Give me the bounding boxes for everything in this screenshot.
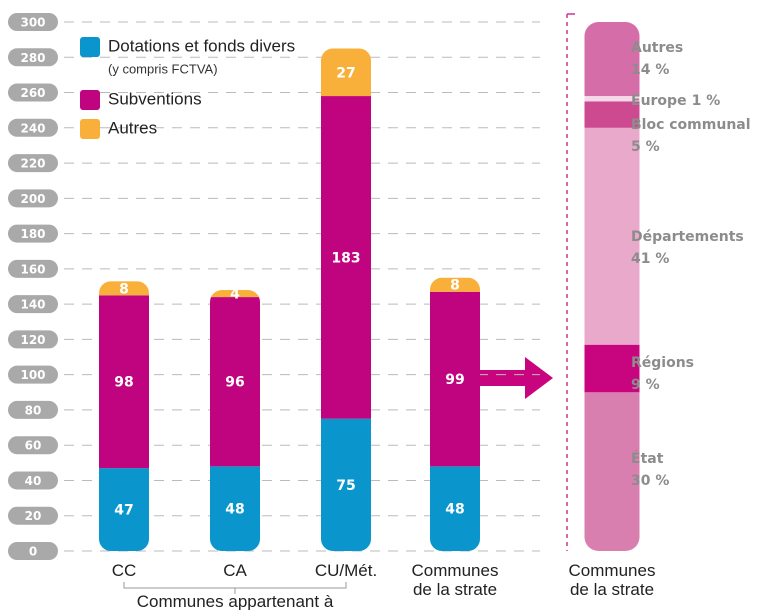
y-tick-pill bbox=[8, 189, 58, 208]
bar-stack bbox=[430, 277, 480, 551]
x-tick-label: CA bbox=[223, 561, 247, 580]
bar-segment bbox=[210, 466, 260, 551]
y-tick-label: 40 bbox=[25, 474, 42, 488]
y-tick-label: 80 bbox=[25, 403, 42, 417]
y-tick-pill bbox=[8, 224, 58, 243]
y-tick-pill bbox=[8, 471, 58, 490]
bar-segment bbox=[210, 290, 260, 298]
segment-name: Europe bbox=[631, 93, 687, 109]
y-tick-pill bbox=[8, 295, 58, 314]
group-bracket bbox=[123, 582, 347, 594]
y-tick-label: 60 bbox=[25, 439, 42, 453]
y-tick-pill bbox=[8, 365, 58, 384]
legend-swatch bbox=[80, 90, 100, 110]
y-tick-label: 200 bbox=[20, 192, 45, 206]
legend-label: Subventions bbox=[108, 89, 202, 108]
value-label: 4 bbox=[230, 287, 240, 303]
x-tick-label: Communes de la strate bbox=[568, 561, 656, 599]
legend-label: Dotations et fonds divers bbox=[108, 36, 295, 55]
y-tick-label: 180 bbox=[20, 227, 45, 241]
bar-segment bbox=[584, 127, 640, 345]
legend-swatch bbox=[80, 37, 100, 57]
segment-value-label: 14 % bbox=[631, 62, 669, 78]
y-tick-pill bbox=[8, 542, 58, 560]
x-tick-label: CC bbox=[111, 561, 137, 580]
value-label: 8 bbox=[450, 278, 460, 294]
value-label: 183 bbox=[331, 250, 360, 266]
y-tick-label: 120 bbox=[20, 333, 45, 347]
bar-segment bbox=[99, 468, 149, 551]
y-tick-pill bbox=[8, 118, 58, 137]
segment-name: Régions bbox=[631, 355, 694, 371]
bar-segment bbox=[584, 22, 640, 97]
y-tick-pill bbox=[8, 330, 58, 349]
value-label: 47 bbox=[114, 503, 133, 519]
y-tick-label: 0 bbox=[29, 545, 37, 559]
y-tick-pill bbox=[8, 83, 58, 102]
bar-segment bbox=[584, 392, 640, 551]
y-tick-label: 260 bbox=[20, 86, 45, 100]
bar-segment bbox=[584, 101, 640, 128]
segment-value-label: 1 % bbox=[692, 93, 721, 109]
value-label: 48 bbox=[445, 502, 464, 518]
value-label: 48 bbox=[225, 502, 244, 518]
segment-value-label: 5 % bbox=[631, 139, 660, 155]
value-label: 98 bbox=[114, 375, 133, 391]
value-label: 75 bbox=[336, 478, 355, 494]
y-tick-label: 300 bbox=[20, 16, 45, 30]
segment-name: Départements bbox=[631, 229, 744, 245]
segment-name: État bbox=[631, 450, 664, 467]
bar-segment bbox=[430, 277, 480, 292]
segment-name: Autres bbox=[631, 40, 683, 56]
y-tick-label: 20 bbox=[25, 509, 42, 523]
segment-name: Bloc communal bbox=[631, 117, 751, 133]
value-label: 99 bbox=[445, 372, 464, 388]
bar-stack bbox=[584, 22, 640, 551]
y-tick-pill bbox=[8, 400, 58, 419]
bar-stack bbox=[321, 48, 371, 551]
bar-segment bbox=[584, 96, 640, 102]
legend-label: Autres bbox=[108, 118, 157, 137]
bar-segment bbox=[430, 466, 480, 551]
segment-value-label: 9 % bbox=[631, 377, 660, 393]
category-group-label: Communes appartenant à bbox=[136, 592, 334, 610]
bar-segment bbox=[99, 295, 149, 469]
bar-segment bbox=[99, 281, 149, 296]
legend-note: (y compris FCTVA) bbox=[108, 61, 218, 76]
y-tick-pill bbox=[8, 259, 58, 278]
value-label: 27 bbox=[336, 65, 355, 81]
x-tick-label: Communes de la strate bbox=[411, 561, 499, 599]
bar-stack bbox=[210, 290, 260, 551]
y-tick-pill bbox=[8, 154, 58, 173]
bar-segment bbox=[584, 344, 640, 393]
value-label: 8 bbox=[119, 281, 129, 297]
y-tick-label: 220 bbox=[20, 157, 45, 171]
bar-segment bbox=[321, 96, 371, 419]
y-tick-label: 140 bbox=[20, 298, 45, 312]
bar-segment bbox=[210, 297, 260, 467]
x-tick-label: CU/Mét. bbox=[314, 561, 378, 580]
y-tick-pill bbox=[8, 506, 58, 525]
arrow bbox=[480, 357, 553, 399]
value-label: 96 bbox=[225, 375, 244, 391]
y-tick-label: 100 bbox=[20, 368, 45, 382]
segment-value-label: 30 % bbox=[631, 473, 669, 489]
y-tick-label: 280 bbox=[20, 51, 45, 65]
y-tick-pill bbox=[8, 48, 58, 67]
y-tick-label: 160 bbox=[20, 262, 45, 276]
legend-swatch bbox=[80, 119, 100, 139]
bar-segment bbox=[430, 291, 480, 467]
bar-segment bbox=[321, 48, 371, 97]
y-tick-pill bbox=[8, 436, 58, 455]
bar-segment bbox=[321, 418, 371, 551]
y-tick-label: 240 bbox=[20, 121, 45, 135]
segment-value-label: 41 % bbox=[631, 251, 669, 267]
y-tick-pill bbox=[8, 13, 58, 31]
bar-stack bbox=[99, 281, 149, 551]
